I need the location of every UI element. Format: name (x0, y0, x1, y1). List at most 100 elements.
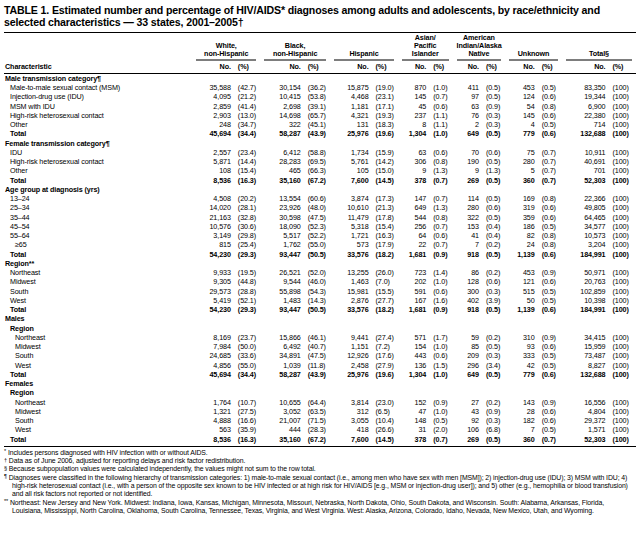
row-label: Northeast (4, 268, 192, 277)
percent-cell: (28.1) (233, 203, 260, 212)
percent-cell: (1.5) (428, 361, 452, 370)
count-cell: 64 (398, 231, 428, 240)
count-cell: 47 (398, 407, 428, 416)
table-row: Midwest1,321(27.5)3,052(63.5)312(6.5)47(… (4, 407, 636, 416)
count-cell: 22,380 (562, 111, 608, 120)
percent-cell: (0.6) (537, 129, 562, 138)
row-label: Females (4, 379, 636, 388)
count-cell: 310 (505, 333, 536, 342)
count-cell: 815 (192, 240, 233, 249)
total-row: Total45,694(34.4)58,287(43.9)25,976(19.6… (4, 129, 636, 138)
count-cell: 26,521 (260, 268, 303, 277)
percent-cell: (53.8) (303, 92, 330, 101)
count-cell: 105 (330, 166, 371, 175)
count-cell: 182 (505, 416, 536, 425)
count-cell: 10,911 (562, 148, 608, 157)
percent-cell: (1.4) (428, 268, 452, 277)
count-cell: 3,814 (330, 398, 371, 407)
row-label: Injection-drug use (IDU) (4, 92, 192, 101)
percent-cell: (1.0) (428, 370, 452, 379)
percent-cell: (36.2) (303, 83, 330, 92)
count-cell: 13,554 (260, 194, 303, 203)
percent-cell: (0.2) (481, 333, 505, 342)
percent-cell: (66.3) (303, 166, 330, 175)
count-cell: 45,694 (192, 129, 233, 138)
count-cell: 1,681 (398, 305, 428, 314)
percent-cell: (0.7) (537, 166, 562, 175)
count-cell: 7 (505, 425, 536, 434)
row-label: 13–24 (4, 194, 192, 203)
column-group-american-indian-alaska-native: AmericanIndian/AlaskaNative (453, 34, 506, 61)
percent-cell: (17.6) (371, 351, 398, 360)
subheader-no-total: No. (562, 61, 608, 74)
table-row: Midwest7,984(50.0)6,492(40.7)1,151(7.2)1… (4, 342, 636, 351)
percent-cell: (0.5) (537, 120, 562, 129)
row-label: South (4, 351, 192, 360)
row-label: High-risk heterosexual contact (4, 111, 192, 120)
percent-cell: (100) (608, 370, 636, 379)
percent-cell: (0.2) (481, 240, 505, 249)
count-cell: 4,508 (192, 194, 233, 203)
percent-cell: (0.5) (481, 342, 505, 351)
count-cell: 5,871 (192, 157, 233, 166)
count-cell: 649 (453, 370, 481, 379)
count-cell: 7 (453, 240, 481, 249)
percent-cell: (14.5) (371, 176, 398, 185)
percent-cell: (1.0) (428, 342, 452, 351)
percent-cell: (100) (608, 231, 636, 240)
count-cell: 52,303 (562, 435, 608, 444)
count-cell: 131 (330, 120, 371, 129)
count-cell: 1,764 (192, 398, 233, 407)
percent-cell: (0.4) (481, 222, 505, 231)
percent-cell: (14.4) (233, 157, 260, 166)
count-cell: 108 (192, 166, 233, 175)
percent-cell: (43.9) (303, 370, 330, 379)
count-cell: 2,458 (330, 361, 371, 370)
percent-cell: (0.3) (481, 120, 505, 129)
subheader-no-white-non-hispanic: No. (192, 61, 233, 74)
count-cell: 360 (505, 435, 536, 444)
count-cell: 6,900 (562, 102, 608, 111)
percent-cell: (0.6) (537, 111, 562, 120)
row-label: Midwest (4, 277, 192, 286)
percent-cell: (1.1) (428, 111, 452, 120)
percent-cell: (0.7) (537, 435, 562, 444)
percent-cell: (100) (608, 250, 636, 259)
percent-cell: (65.7) (303, 111, 330, 120)
percent-cell: (32.8) (233, 213, 260, 222)
percent-cell: (0.5) (481, 92, 505, 101)
footnote-marker: ¶ (4, 473, 7, 479)
count-cell: 35,160 (260, 435, 303, 444)
count-cell: 132,688 (562, 370, 608, 379)
count-cell: 359 (505, 213, 536, 222)
percent-cell: (1.3) (428, 203, 452, 212)
percent-cell: (19.0) (371, 83, 398, 92)
total-row: Total8,536(16.3)35,160(67.2)7,600(14.5)3… (4, 176, 636, 185)
percent-cell: (0.8) (537, 102, 562, 111)
count-cell: 4 (505, 120, 536, 129)
table-row: Male-to-male sexual contact (MSM)35,588(… (4, 83, 636, 92)
percent-cell: (27.5) (233, 407, 260, 416)
percent-cell: (0.9) (428, 250, 452, 259)
count-cell: 147 (398, 194, 428, 203)
count-cell: 248 (192, 120, 233, 129)
count-cell: 50 (505, 296, 536, 305)
percent-cell: (0.6) (428, 287, 452, 296)
percent-cell: (23.4) (233, 148, 260, 157)
count-cell: 29,573 (192, 287, 233, 296)
row-label: Male-to-male sexual contact (MSM) (4, 83, 192, 92)
count-cell: 35,160 (260, 176, 303, 185)
percent-cell: (3.9) (481, 296, 505, 305)
count-cell: 4,804 (562, 407, 608, 416)
percent-cell: (100) (608, 416, 636, 425)
percent-cell: (50.5) (303, 250, 330, 259)
table-row: MSM with IDU2,859(41.4)2,698(39.1)1,181(… (4, 102, 636, 111)
count-cell: 1,151 (330, 342, 371, 351)
hiv-aids-diagnoses-table: White,non-HispanicBlack,non-HispanicHisp… (4, 34, 636, 444)
column-group-label: AmericanIndian/AlaskaNative (457, 34, 502, 61)
count-cell: 58,287 (260, 370, 303, 379)
count-cell: 121 (505, 277, 536, 286)
count-cell: 70 (453, 148, 481, 157)
count-cell: 30,154 (260, 83, 303, 92)
percent-cell: (25.4) (233, 240, 260, 249)
